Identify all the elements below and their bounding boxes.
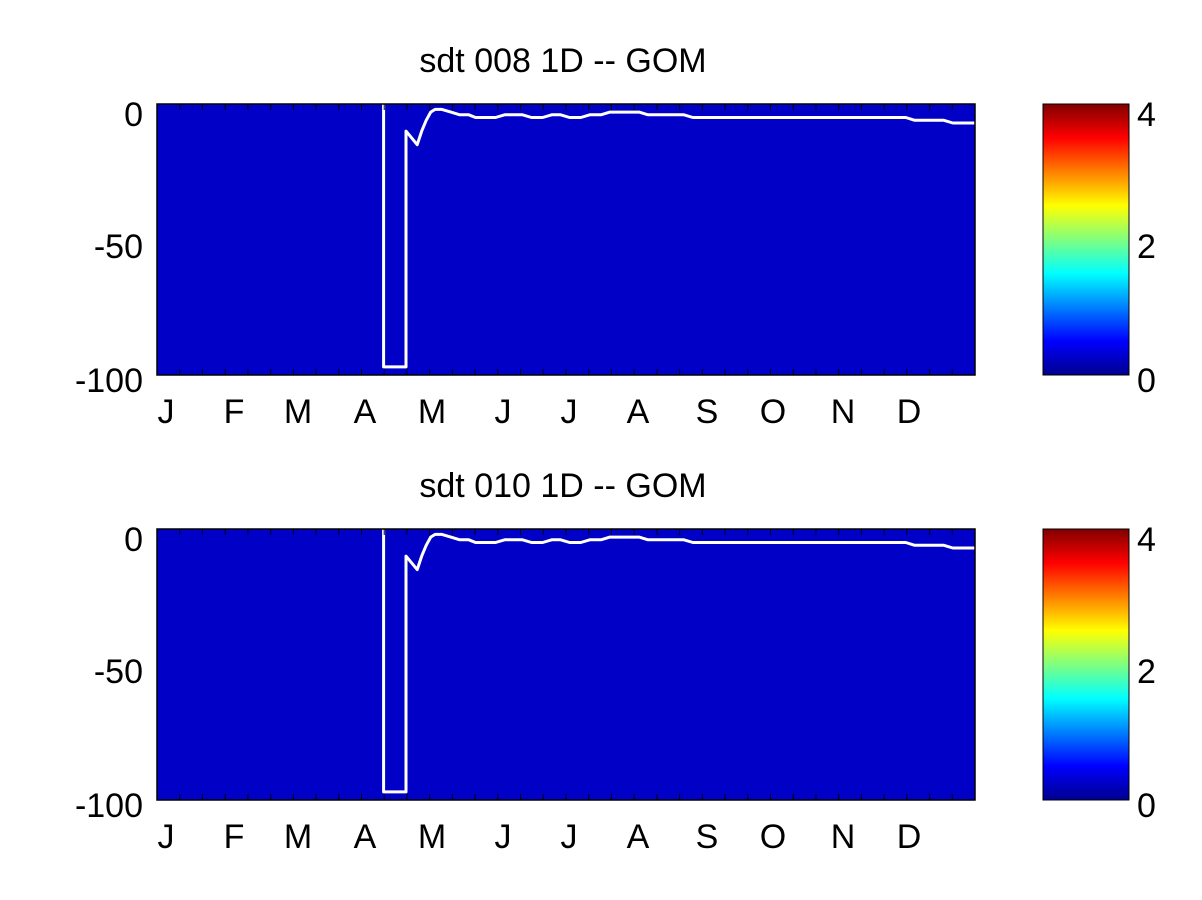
x-tick-label: A (354, 393, 377, 431)
x-tick-label: F (224, 393, 245, 431)
x-tick-label: J (158, 818, 175, 856)
chart-title: sdt 008 1D -- GOM (419, 42, 706, 80)
x-tick-label: D (897, 393, 922, 431)
panel-top: sdt 008 1D -- GOM 0 -50 -100 J F M A M J J A S O N… (75, 42, 1192, 431)
x-tick-label: J (495, 818, 512, 856)
colorbar-gradient (1042, 103, 1130, 376)
x-tick-label: O (760, 818, 786, 856)
y-tick-label: -100 (75, 362, 143, 400)
x-tick-label: D (897, 818, 922, 856)
colorbar-tick-label: 2 (1137, 228, 1156, 266)
x-tick-label: F (224, 818, 245, 856)
x-tick-label: S (696, 393, 719, 431)
chart-title: sdt 010 1D -- GOM (419, 467, 706, 505)
colorbar-tick-label: 0 (1137, 362, 1156, 400)
x-tick-label: A (627, 393, 650, 431)
x-tick-label: M (284, 818, 312, 856)
x-tick-label: M (418, 393, 446, 431)
y-tick-label: -50 (94, 653, 143, 691)
x-tick-label: J (561, 393, 578, 431)
y-tick-label: 0 (124, 521, 143, 559)
y-tick-label: -100 (75, 787, 143, 825)
panel-bottom: sdt 010 1D -- GOM 0 -50 -100 J F M A M J J A S O N… (75, 467, 1192, 856)
heatmap-background (157, 529, 975, 800)
heatmap-background (157, 104, 975, 375)
x-tick-label: N (831, 393, 856, 431)
colorbar-tick-label: 2 (1137, 653, 1156, 691)
x-tick-label: J (495, 393, 512, 431)
colorbar-tick-label: 4 (1137, 96, 1156, 134)
colorbar: 4 2 0 (1042, 521, 1156, 825)
y-axis-ticks: 0 -50 -100 (75, 96, 143, 400)
x-tick-label: J (158, 393, 175, 431)
x-tick-label: S (696, 818, 719, 856)
y-tick-label: -50 (94, 228, 143, 266)
y-axis-ticks: 0 -50 -100 (75, 521, 143, 825)
colorbar-gradient (1042, 528, 1130, 801)
colorbar-tick-label: 0 (1137, 787, 1156, 825)
x-tick-label: M (284, 393, 312, 431)
x-tick-label: J (561, 818, 578, 856)
x-tick-label: O (760, 393, 786, 431)
x-tick-label: A (627, 818, 650, 856)
x-tick-label: N (831, 818, 856, 856)
colorbar-tick-label: 4 (1137, 521, 1156, 559)
colorbar: 4 2 0 (1042, 96, 1156, 400)
y-tick-label: 0 (124, 96, 143, 134)
x-tick-label: A (354, 818, 377, 856)
heatmap-plot (156, 103, 1192, 376)
heatmap-plot (156, 528, 1192, 801)
x-tick-label: M (418, 818, 446, 856)
